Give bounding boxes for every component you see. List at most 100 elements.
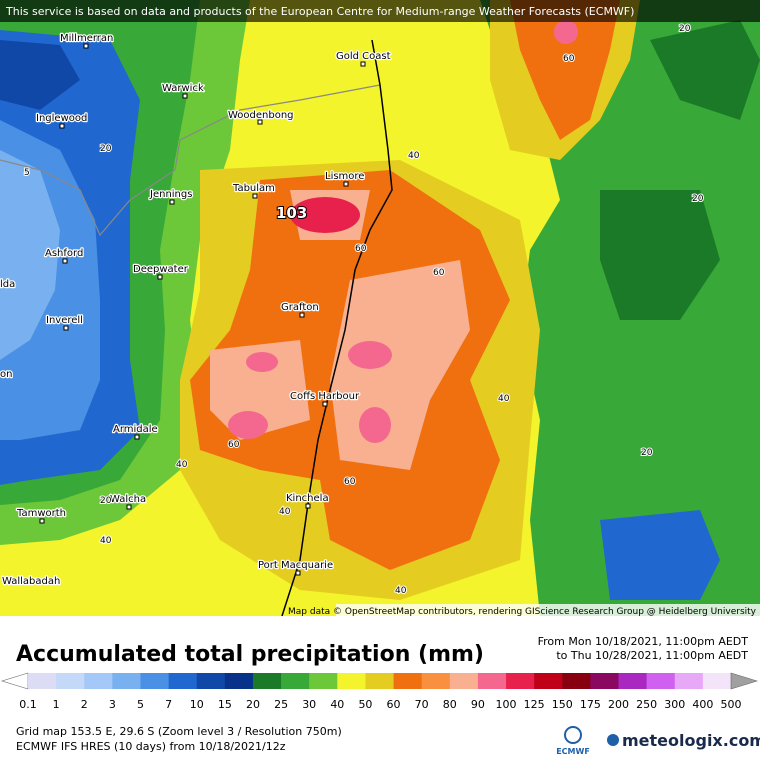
legend-label: 175 bbox=[580, 698, 601, 711]
field-10 bbox=[0, 40, 80, 110]
place-label: Jennings bbox=[149, 189, 192, 200]
legend-swatch bbox=[534, 673, 563, 689]
place-marker bbox=[322, 401, 328, 407]
legend-swatch bbox=[702, 673, 732, 689]
banner-bg bbox=[0, 0, 760, 22]
legend-swatch bbox=[196, 673, 226, 689]
field-east-20 bbox=[600, 190, 720, 320]
place-label: Walcha bbox=[110, 494, 146, 505]
place-label: Port Macquarie bbox=[258, 560, 333, 571]
legend-swatch bbox=[562, 673, 591, 689]
legend-swatch bbox=[168, 673, 198, 689]
legend-swatch bbox=[28, 673, 57, 689]
legend-swatch bbox=[421, 673, 451, 689]
place-marker bbox=[299, 312, 305, 318]
legend-swatch bbox=[56, 673, 85, 689]
field-ne-20 bbox=[650, 20, 760, 120]
place-label: Tabulam bbox=[232, 183, 275, 194]
contour-label: 60 bbox=[228, 440, 240, 450]
legend-label: 30 bbox=[302, 698, 316, 711]
peak-area bbox=[290, 197, 360, 233]
place-label: Kinchela bbox=[286, 493, 329, 504]
legend-arrow bbox=[0, 672, 29, 690]
contour-label: 40 bbox=[395, 586, 407, 596]
legend-label: 0.1 bbox=[19, 698, 37, 711]
ecmwf-logo: ECMWF bbox=[556, 726, 590, 756]
legend-label: 200 bbox=[608, 698, 629, 711]
footer-line: Grid map 153.5 E, 29.6 S (Zoom level 3 /… bbox=[16, 725, 342, 738]
legend-label: 15 bbox=[218, 698, 232, 711]
contour-label: 40 bbox=[408, 151, 420, 161]
field-ne-60 bbox=[510, 0, 620, 140]
legend-label: 125 bbox=[524, 698, 545, 711]
contour-label: 20 bbox=[100, 144, 112, 154]
place-label: Warwick bbox=[162, 83, 204, 94]
place-marker bbox=[169, 199, 175, 205]
legend-label: 60 bbox=[387, 698, 401, 711]
contour-label: 60 bbox=[355, 244, 367, 254]
contour-label: 20 bbox=[100, 496, 112, 506]
place-label: Wallabadah bbox=[2, 576, 60, 587]
place-marker bbox=[182, 93, 188, 99]
footer-line: ECMWF IFS HRES (10 days) from 10/18/2021… bbox=[16, 740, 286, 753]
legend-swatch bbox=[477, 673, 507, 689]
contour-label: 40 bbox=[176, 460, 188, 470]
place-marker bbox=[257, 119, 263, 125]
logo-text: ECMWF bbox=[556, 747, 590, 756]
place-marker bbox=[343, 181, 349, 187]
legend-swatch bbox=[674, 673, 704, 689]
place-marker bbox=[157, 274, 163, 280]
legend-label: 400 bbox=[692, 698, 713, 711]
place-marker bbox=[62, 258, 68, 264]
legend-label: 300 bbox=[664, 698, 685, 711]
legend-label: 7 bbox=[165, 698, 172, 711]
place-label: Inverell bbox=[46, 315, 83, 326]
legend-label: 25 bbox=[274, 698, 288, 711]
place-label: Coffs Harbour bbox=[290, 391, 360, 402]
peak-area bbox=[348, 341, 392, 369]
legend-swatch bbox=[337, 673, 366, 689]
field-80 bbox=[210, 190, 470, 470]
legend-swatch bbox=[365, 673, 394, 689]
place-marker bbox=[39, 518, 45, 524]
legend-swatch bbox=[646, 673, 676, 689]
place-label: Lismore bbox=[325, 171, 364, 182]
field-3 bbox=[0, 150, 60, 360]
contour-label: 20 bbox=[679, 24, 691, 34]
color-legend: 0.1 1 2 3 5 7 10 15 20 25 30 40 50 60 70 80 90 100 125 150 1… bbox=[0, 672, 759, 711]
peak-area bbox=[246, 352, 278, 372]
brand-logo: meteologix.com bbox=[607, 731, 760, 750]
legend-swatch bbox=[309, 673, 338, 689]
contour-label: 40 bbox=[100, 536, 112, 546]
legend-swatch bbox=[393, 673, 422, 689]
legend-label: 3 bbox=[109, 698, 116, 711]
place-marker bbox=[63, 325, 69, 331]
place-label: Gold Coast bbox=[336, 51, 391, 62]
legend-label: 1 bbox=[53, 698, 60, 711]
contour-labels: 20 5 40 60 20 60 60 20 40 60 40 20 60 40… bbox=[23, 23, 705, 597]
state-border bbox=[0, 84, 381, 237]
legend-label: 20 bbox=[246, 698, 260, 711]
place-label: Ashford bbox=[45, 248, 83, 259]
peak-area bbox=[554, 20, 578, 44]
legend-arrow bbox=[730, 672, 759, 690]
attribution-bg bbox=[336, 604, 760, 616]
place-marker bbox=[59, 123, 65, 129]
place-label: Millmerran bbox=[60, 33, 113, 44]
legend-label: 2 bbox=[81, 698, 88, 711]
logo-icon bbox=[607, 734, 619, 746]
legend-swatch bbox=[590, 673, 619, 689]
place-marker bbox=[360, 61, 366, 67]
contour-label: 40 bbox=[279, 507, 291, 517]
place-label: Tamworth bbox=[16, 508, 66, 519]
legend-swatch bbox=[506, 673, 535, 689]
legend-swatch bbox=[224, 673, 254, 689]
field-east-7 bbox=[600, 510, 720, 600]
legend-swatch bbox=[84, 673, 113, 689]
logo-text: meteologix.com bbox=[622, 731, 760, 750]
legend-swatch bbox=[112, 673, 141, 689]
legend-swatch bbox=[281, 673, 310, 689]
place-label: Woodenbong bbox=[228, 110, 294, 121]
contour-label: 40 bbox=[498, 394, 510, 404]
